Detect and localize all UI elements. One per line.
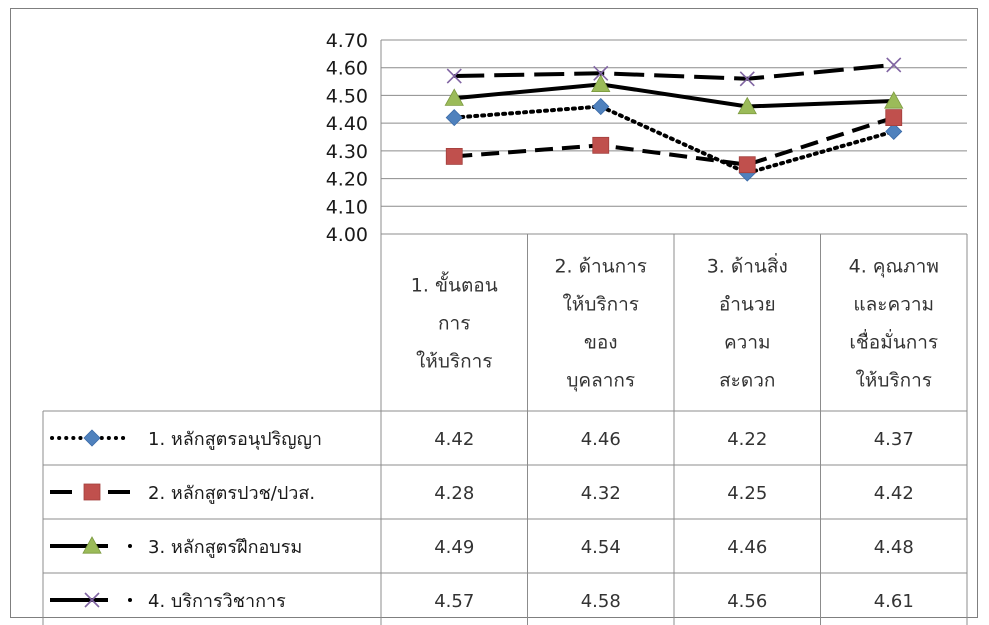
- legend-key: [50, 483, 130, 501]
- category-label: 2. ด้านการ: [554, 256, 647, 278]
- category-label: ความ: [724, 332, 771, 354]
- data-value: 4.54: [581, 537, 621, 558]
- category-label: บุคลากร: [566, 370, 635, 393]
- series-name: 4. บริการวิชาการ: [148, 591, 286, 612]
- series-4: [446, 57, 902, 87]
- series-line: [454, 115, 895, 167]
- category-label: เชื่อมั่นการ: [849, 329, 938, 354]
- data-value: 4.25: [727, 483, 767, 504]
- y-tick-label: 4.10: [326, 196, 368, 218]
- category-label: 4. คุณภาพ: [849, 256, 939, 279]
- data-value: 4.37: [874, 429, 914, 450]
- category-label: การ: [438, 313, 470, 335]
- legend-dot: [128, 598, 132, 602]
- data-value: 4.42: [434, 429, 474, 450]
- x-marker: [739, 71, 755, 87]
- x-marker: [84, 592, 100, 608]
- legend-key: [50, 592, 132, 608]
- x-marker: [446, 68, 462, 84]
- series-line: [454, 62, 894, 81]
- square-marker: [885, 109, 903, 126]
- diamond-marker: [83, 429, 101, 447]
- diamond-marker: [592, 97, 610, 116]
- diamond-marker: [445, 109, 463, 127]
- data-value: 4.46: [581, 429, 621, 450]
- category-label: 1. ขั้นตอน: [411, 272, 498, 297]
- y-tick-label: 4.60: [326, 58, 368, 80]
- square-marker: [592, 136, 610, 154]
- y-tick-label: 4.50: [326, 85, 368, 107]
- data-value: 4.42: [874, 483, 914, 504]
- data-value: 4.28: [434, 483, 474, 504]
- category-label: ของ: [584, 332, 618, 354]
- x-marker: [593, 65, 609, 81]
- diamond-marker: [885, 122, 903, 141]
- data-value: 4.32: [581, 483, 621, 504]
- series-line: [454, 82, 894, 109]
- triangle-marker: [884, 91, 904, 109]
- data-value: 4.48: [874, 537, 914, 558]
- series-1: [445, 97, 903, 182]
- data-value: 4.56: [727, 591, 767, 612]
- category-label: 3. ด้านสิ่ง: [707, 253, 788, 278]
- data-value: 4.49: [434, 537, 474, 558]
- legend-key: [50, 429, 130, 447]
- y-tick-label: 4.40: [326, 113, 368, 135]
- series-line: [452, 104, 896, 176]
- category-label: ให้บริการ: [856, 370, 932, 392]
- category-label: ให้บริการ: [416, 351, 492, 373]
- data-value: 4.58: [581, 591, 621, 612]
- square-marker: [83, 483, 101, 501]
- square-marker: [738, 156, 756, 174]
- series-name: 2. หลักสูตรปวช/ปวส.: [148, 483, 315, 504]
- data-value: 4.46: [727, 537, 767, 558]
- y-tick-label: 4.30: [326, 141, 368, 163]
- category-label: ให้บริการ: [563, 294, 639, 316]
- series-3: [444, 74, 904, 115]
- triangle-marker: [737, 96, 757, 115]
- category-label: อำนวย: [719, 294, 776, 316]
- series-2: [445, 109, 903, 174]
- legend-key: [50, 536, 132, 554]
- series-name: 1. หลักสูตรอนุปริญญา: [148, 429, 322, 450]
- triangle-marker: [591, 74, 611, 92]
- series-name: 3. หลักสูตรฝึกอบรม: [148, 537, 302, 558]
- data-value: 4.57: [434, 591, 474, 612]
- triangle-marker: [82, 536, 102, 554]
- square-marker: [445, 147, 463, 165]
- chart-frame: [10, 8, 978, 618]
- data-value: 4.22: [727, 429, 767, 450]
- category-label: สะดวก: [719, 370, 775, 392]
- triangle-marker: [444, 88, 464, 106]
- y-tick-label: 4.70: [326, 30, 368, 52]
- y-tick-label: 4.00: [326, 224, 368, 246]
- x-marker: [886, 57, 902, 73]
- data-value: 4.61: [874, 591, 914, 612]
- y-tick-label: 4.20: [326, 169, 368, 191]
- legend-dot: [128, 544, 132, 548]
- category-label: และความ: [853, 294, 934, 316]
